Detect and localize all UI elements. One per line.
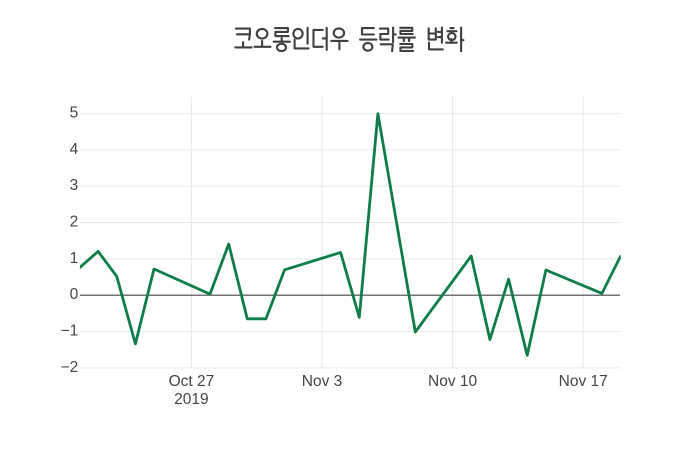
svg-text:−1: −1 [61,322,79,339]
svg-text:2019: 2019 [174,391,208,408]
svg-text:−2: −2 [61,359,79,376]
svg-text:1: 1 [70,250,79,267]
svg-text:2: 2 [70,213,79,230]
svg-text:0: 0 [70,286,79,303]
svg-text:5: 5 [70,105,79,122]
svg-text:Nov 17: Nov 17 [559,373,608,390]
svg-text:Nov 3: Nov 3 [302,373,343,390]
svg-text:Nov 10: Nov 10 [428,373,477,390]
svg-text:4: 4 [70,141,79,158]
svg-text:3: 3 [70,177,79,194]
svg-text:Oct 27: Oct 27 [169,373,215,390]
